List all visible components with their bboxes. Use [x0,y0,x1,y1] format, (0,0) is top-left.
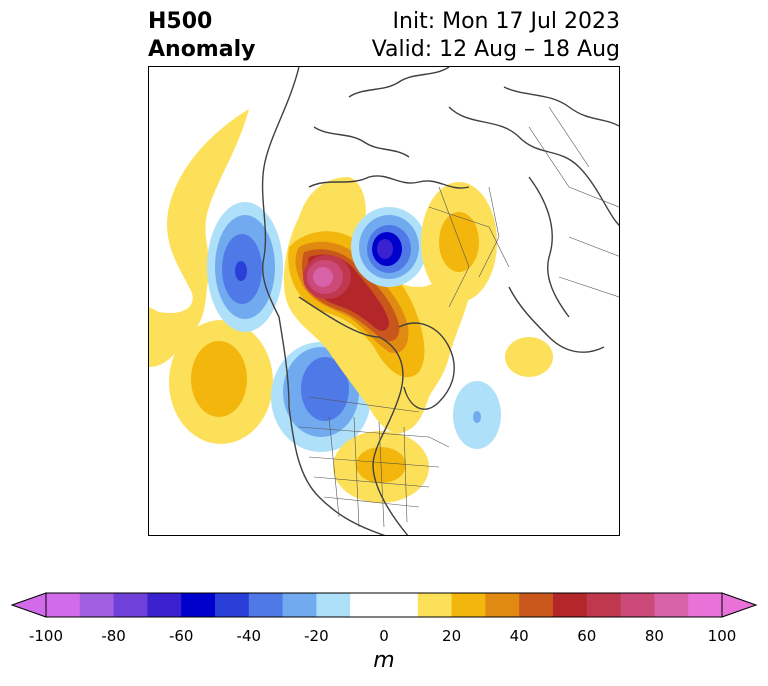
title-anomaly: Anomaly [148,37,256,62]
colorbar-unit-label: m [373,648,395,673]
colorbar-tick-label: 0 [379,627,389,645]
colorbar-cell [282,593,317,617]
colorbar-tick-label: -40 [236,627,262,645]
colorbar-cell [350,593,385,617]
map-panel [148,66,620,536]
title-block-right: Init: Mon 17 Jul 2023 Valid: 12 Aug – 18… [372,8,620,64]
colorbar-cell [46,593,81,617]
colorbar-cell [485,593,520,617]
colorbar-cell [181,593,216,617]
colorbar-cell [147,593,182,617]
colorbar-cell [688,593,723,617]
colorbar-tick-label: 100 [707,627,737,645]
eurasian-ridge [421,182,497,302]
colorbar-tick-label: -100 [28,627,64,645]
colorbar-cell [113,593,148,617]
colorbar-cell [654,593,689,617]
colorbar-cell [620,593,655,617]
anomaly-map [149,67,619,535]
colorbar-cell [384,593,419,617]
arctic-negative-anomaly [351,207,427,287]
colorbar-cell [519,593,554,617]
colorbar-max-arrow [721,592,758,618]
pacific-negative-anomaly [207,202,283,332]
atlantic-positive-anomaly [505,337,553,377]
pacific-positive-anomaly [149,109,273,444]
colorbar-cell [248,593,284,617]
colorbar-outline [45,592,723,618]
colorbar-cell [316,593,351,617]
colorbar-tick-label: 60 [577,627,597,645]
colorbar-cell [451,593,486,617]
colorbar-tick-label: -20 [304,627,329,645]
title-block-left: H500 Anomaly [148,8,255,64]
title-h500: H500 [148,9,213,34]
init-date: Init: Mon 17 Jul 2023 [392,9,620,34]
political-borders [298,106,619,528]
atlantic-negative-anomaly [453,381,501,449]
colorbar-cell [79,593,115,617]
colorbar-cell [553,593,588,617]
colorbar-min-arrow [10,592,47,618]
colorbar-tick-label: 80 [644,627,664,645]
western-trough [271,342,371,452]
valid-range: Valid: 12 Aug – 18 Aug [371,37,620,62]
colorbar-tick-label: 40 [509,627,529,645]
colorbar-cell [417,593,453,617]
colorbar-cell [586,593,622,617]
coastlines [261,67,619,535]
colorbar-cell [215,593,250,617]
colorbar-tick-label: -60 [168,627,194,645]
colorbar-tick-label: -80 [101,627,126,645]
colorbar-tick-label: 20 [442,627,462,645]
colorbar [10,592,758,618]
